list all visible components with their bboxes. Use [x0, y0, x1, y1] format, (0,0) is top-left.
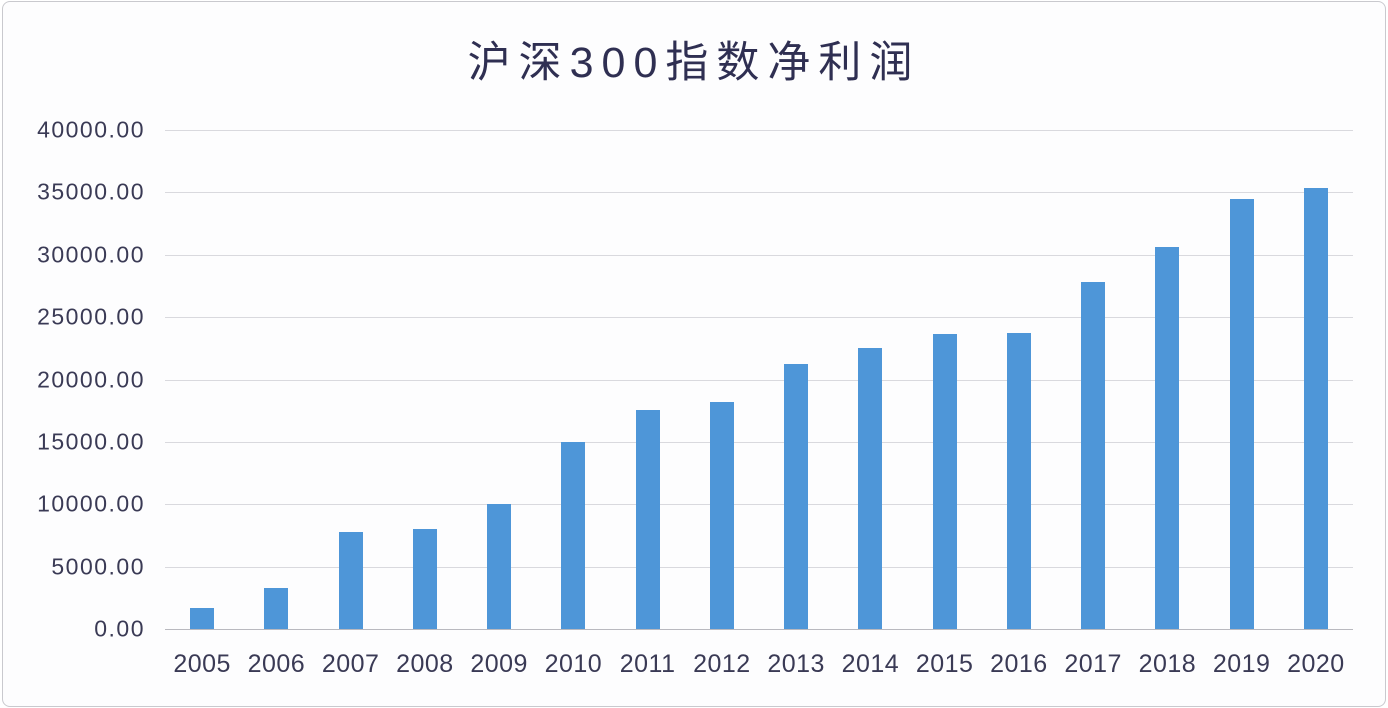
- bar-2020: [1303, 188, 1328, 629]
- y-axis-tick-label: 10000.00: [37, 490, 145, 517]
- bar-2009: [487, 504, 512, 629]
- y-axis-tick-label: 15000.00: [37, 428, 145, 455]
- bar-2014: [858, 347, 883, 629]
- bar-2015: [932, 333, 957, 629]
- x-axis-line: [165, 629, 1353, 630]
- gridline: [165, 254, 1353, 256]
- x-axis-tick-label: 2020: [1287, 650, 1345, 678]
- y-axis-tick-label: 40000.00: [37, 116, 145, 143]
- bar-2019: [1229, 198, 1254, 629]
- x-axis-tick-label: 2005: [173, 650, 231, 678]
- gridline: [165, 504, 1353, 506]
- bar-2005: [190, 607, 215, 629]
- x-axis-tick-label: 2014: [841, 650, 900, 678]
- y-axis-tick-label: 25000.00: [37, 303, 145, 330]
- x-axis-tick-label: 2015: [915, 650, 974, 678]
- bar-2012: [709, 401, 734, 629]
- x-axis-tick-label: 2011: [619, 650, 676, 678]
- plot-area: 0.00 5000.00 10000.00 15000.00 20000.00 25000…: [3, 2, 1385, 706]
- bar-2013: [784, 363, 809, 629]
- x-axis-tick-label: 2012: [693, 650, 751, 678]
- y-axis-tick-label: 35000.00: [37, 178, 145, 205]
- gridline: [165, 317, 1353, 319]
- x-axis-tick-label: 2009: [470, 650, 528, 678]
- gridline: [165, 441, 1353, 443]
- x-axis-tick-label: 2018: [1138, 650, 1197, 678]
- x-axis-tick-label: 2016: [990, 650, 1048, 678]
- y-axis-tick-label: 20000.00: [37, 366, 145, 392]
- bar-2017: [1081, 282, 1106, 629]
- y-axis-tick-label: 0.00: [94, 615, 145, 642]
- y-axis-tick-label: 5000.00: [51, 553, 145, 580]
- y-axis-tick-label: 30000.00: [37, 241, 145, 268]
- x-axis-tick-label: 2013: [767, 650, 825, 678]
- bar-2008: [412, 529, 437, 629]
- x-axis-tick-label: 2006: [247, 650, 306, 678]
- x-axis-tick-label: 2007: [321, 650, 380, 678]
- x-axis-tick-label: 2008: [396, 650, 454, 678]
- gridline: [165, 566, 1353, 568]
- bar-2007: [338, 531, 363, 629]
- gridline: [165, 192, 1353, 194]
- x-axis-tick-label: 2010: [544, 650, 603, 678]
- x-axis-tick-label: 2019: [1212, 650, 1271, 678]
- x-axis-tick-label: 2017: [1064, 650, 1122, 678]
- bar-2006: [264, 587, 289, 629]
- bar-2016: [1006, 333, 1031, 629]
- bar-2011: [635, 410, 660, 629]
- bar-2010: [561, 441, 586, 629]
- bar-2018: [1155, 246, 1180, 629]
- chart-title: 沪深300指数净利润: [467, 39, 921, 87]
- gridline: [165, 130, 1353, 131]
- gridline: [165, 379, 1353, 381]
